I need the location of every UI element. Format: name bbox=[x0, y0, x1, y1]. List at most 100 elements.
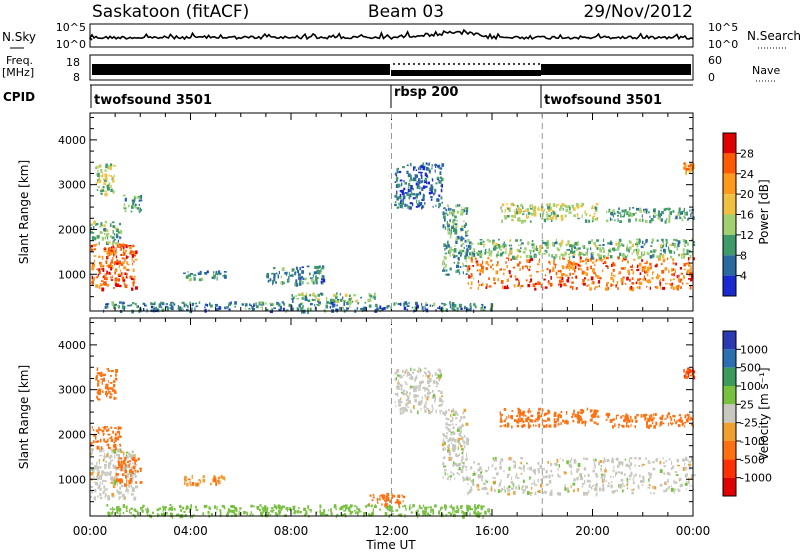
data-cell bbox=[573, 409, 575, 414]
data-cell bbox=[532, 213, 534, 215]
data-cell bbox=[591, 415, 595, 418]
data-cell bbox=[680, 253, 683, 256]
data-cell bbox=[251, 307, 254, 311]
data-cell bbox=[336, 304, 338, 307]
data-cell bbox=[475, 514, 478, 517]
data-cell bbox=[606, 211, 608, 214]
data-cell bbox=[486, 283, 488, 288]
data-cell bbox=[384, 500, 387, 502]
data-cell bbox=[591, 207, 594, 210]
data-cell bbox=[485, 480, 489, 483]
data-cell bbox=[131, 277, 134, 280]
data-cell bbox=[131, 450, 134, 453]
data-cell bbox=[132, 488, 135, 491]
data-cell bbox=[595, 274, 597, 278]
data-cell bbox=[642, 278, 646, 281]
data-cell bbox=[454, 230, 458, 235]
data-cell bbox=[588, 241, 590, 245]
data-cell bbox=[547, 281, 550, 283]
data-cell bbox=[595, 286, 598, 288]
data-cell bbox=[593, 242, 596, 245]
data-cell bbox=[357, 301, 360, 305]
data-cell bbox=[518, 486, 521, 490]
data-cell bbox=[324, 514, 326, 517]
scatter-region bbox=[122, 194, 143, 213]
data-cell bbox=[680, 416, 682, 419]
data-cell bbox=[458, 508, 460, 511]
data-cell bbox=[569, 272, 571, 276]
data-cell bbox=[652, 460, 655, 464]
data-cell bbox=[692, 241, 695, 244]
data-cell bbox=[129, 454, 132, 458]
data-cell bbox=[422, 162, 424, 167]
data-cell bbox=[295, 271, 297, 275]
data-cell bbox=[105, 260, 108, 264]
data-cell bbox=[183, 303, 186, 308]
data-cell bbox=[403, 409, 405, 413]
data-cell bbox=[590, 255, 594, 260]
data-cell bbox=[579, 410, 581, 413]
data-cell bbox=[514, 419, 516, 422]
data-cell bbox=[645, 219, 648, 224]
data-cell bbox=[520, 417, 524, 421]
data-cell bbox=[395, 193, 398, 197]
noise-left-tick-top: 10^5 bbox=[56, 21, 86, 34]
data-cell bbox=[129, 252, 132, 255]
data-cell bbox=[106, 284, 109, 287]
data-cell bbox=[185, 275, 189, 279]
data-cell bbox=[178, 306, 181, 309]
data-cell bbox=[670, 279, 672, 282]
data-cell bbox=[586, 257, 588, 261]
data-cell bbox=[569, 464, 573, 468]
data-cell bbox=[457, 437, 459, 441]
data-cell bbox=[97, 173, 100, 177]
data-cell bbox=[625, 424, 628, 428]
data-cell bbox=[260, 512, 264, 515]
data-cell bbox=[431, 190, 433, 194]
data-cell bbox=[445, 208, 448, 212]
data-cell bbox=[101, 482, 103, 485]
data-cell bbox=[244, 511, 246, 514]
data-cell bbox=[276, 513, 278, 517]
colorbar-tick-label: 28 bbox=[740, 147, 754, 160]
data-cell bbox=[659, 424, 661, 428]
data-cell bbox=[458, 462, 462, 466]
data-cell bbox=[517, 206, 520, 209]
colorbar-swatch bbox=[723, 477, 736, 496]
data-cell bbox=[97, 472, 100, 476]
data-cell bbox=[119, 457, 123, 460]
data-cell bbox=[540, 478, 543, 482]
data-cell bbox=[670, 485, 672, 487]
data-cell bbox=[404, 192, 408, 194]
data-cell bbox=[323, 509, 326, 513]
data-cell bbox=[631, 252, 633, 256]
data-cell bbox=[512, 482, 514, 486]
data-cell bbox=[567, 259, 569, 263]
data-cell bbox=[535, 418, 538, 420]
data-cell bbox=[686, 282, 689, 285]
data-cell bbox=[402, 195, 406, 200]
data-cell bbox=[599, 247, 602, 251]
data-cell bbox=[544, 274, 547, 277]
data-cell bbox=[99, 460, 101, 465]
data-cell bbox=[310, 302, 313, 306]
data-cell bbox=[468, 274, 470, 279]
data-cell bbox=[497, 490, 500, 494]
data-cell bbox=[566, 263, 568, 268]
data-cell bbox=[116, 448, 120, 453]
data-cell bbox=[622, 257, 626, 261]
data-cell bbox=[122, 246, 125, 249]
data-cell bbox=[611, 263, 614, 267]
data-cell bbox=[466, 247, 468, 251]
data-cell bbox=[106, 187, 110, 191]
data-cell bbox=[484, 252, 487, 255]
data-cell bbox=[96, 179, 99, 182]
data-cell bbox=[622, 253, 624, 258]
data-cell bbox=[116, 304, 120, 307]
data-cell bbox=[682, 210, 685, 213]
data-cell bbox=[553, 263, 557, 266]
data-cell bbox=[139, 507, 142, 510]
data-cell bbox=[94, 464, 97, 469]
data-cell bbox=[643, 210, 646, 213]
data-cell bbox=[398, 503, 400, 507]
